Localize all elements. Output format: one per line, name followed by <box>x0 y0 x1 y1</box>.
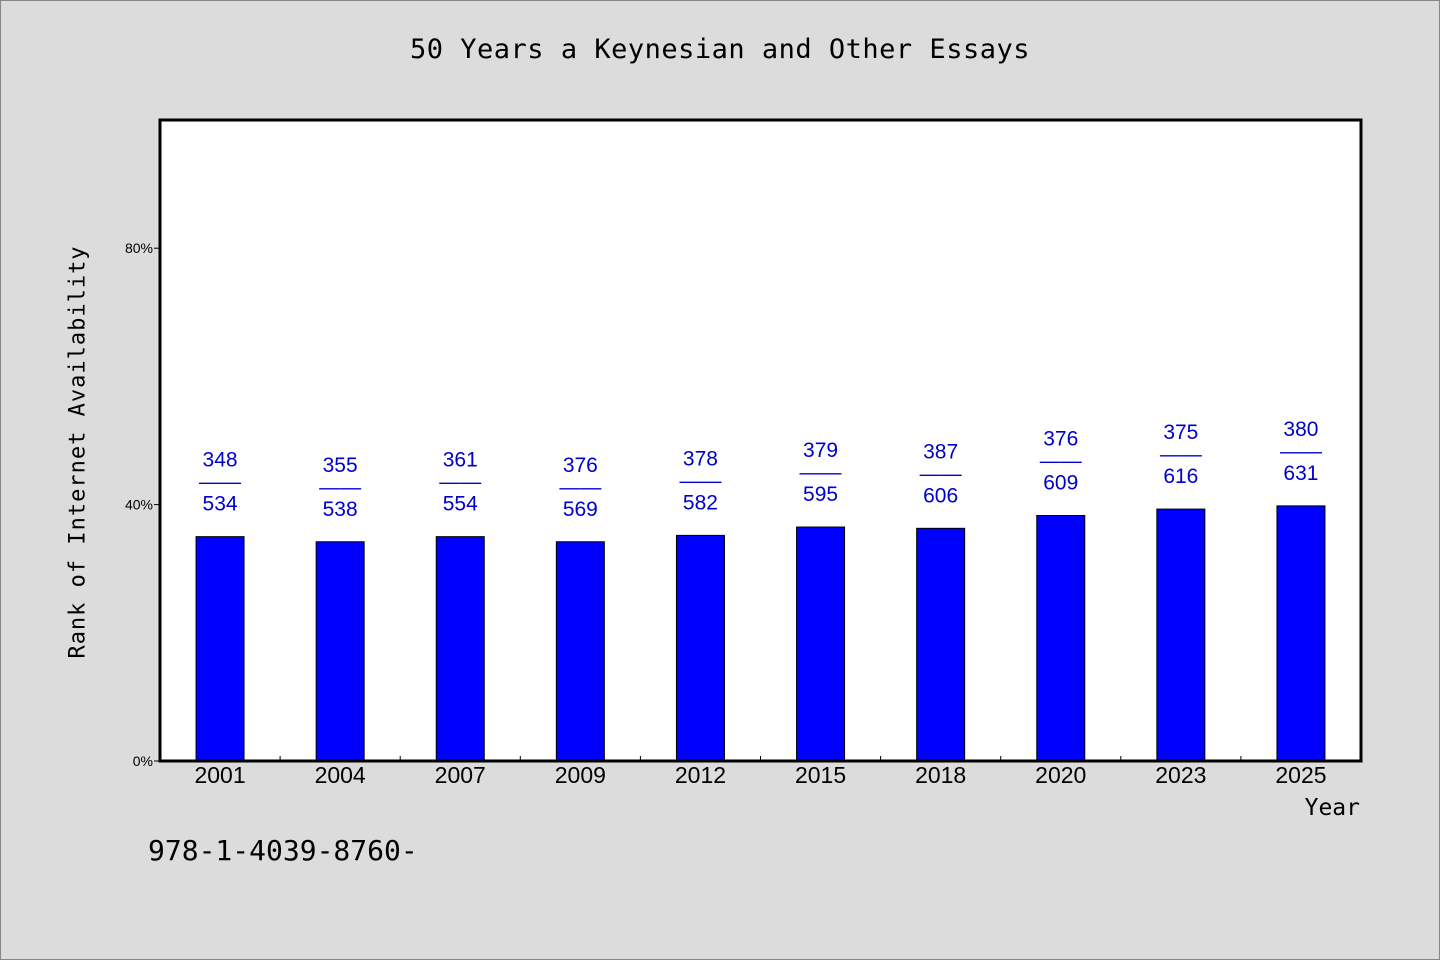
data-label-bottom: 616 <box>1163 465 1198 488</box>
data-label-bottom: 582 <box>683 491 718 514</box>
data-label-bottom: 595 <box>803 483 838 506</box>
data-label-bottom: 534 <box>203 493 238 516</box>
x-axis-label: Year <box>1304 795 1360 821</box>
bar <box>1276 505 1326 762</box>
bar <box>1156 508 1206 762</box>
plot-border <box>158 118 1363 763</box>
data-label-top: 376 <box>563 454 598 477</box>
bar <box>675 534 725 762</box>
data-label-separator: —— <box>920 462 962 485</box>
x-tick-label: 2009 <box>555 762 606 788</box>
data-label-top: 378 <box>683 447 718 470</box>
bar <box>916 527 966 762</box>
x-tick-label: 2018 <box>915 762 966 788</box>
bar <box>435 536 485 762</box>
data-label-top: 387 <box>923 440 958 463</box>
data-label-separator: —— <box>679 469 721 492</box>
data-label-bottom: 606 <box>923 484 958 507</box>
chart-title: 50 Years a Keynesian and Other Essays <box>410 34 1030 65</box>
data-label-top: 361 <box>443 449 478 472</box>
data-label-bottom: 569 <box>563 498 598 521</box>
x-tick-label: 2020 <box>1035 762 1086 788</box>
data-label-separator: —— <box>1280 440 1322 463</box>
x-tick-label: 2023 <box>1155 762 1206 788</box>
data-label-top: 375 <box>1163 421 1198 444</box>
data-label-top: 355 <box>323 454 358 477</box>
data-label-separator: —— <box>439 471 481 494</box>
y-tick-label: 80% <box>125 240 153 256</box>
bar <box>555 541 605 762</box>
footer-isbn: 978-1-4039-8760- <box>148 834 418 867</box>
x-tick-label: 2012 <box>675 762 726 788</box>
bar <box>195 536 245 762</box>
data-label-top: 380 <box>1283 418 1318 441</box>
x-tick-label: 2015 <box>795 762 846 788</box>
data-label-bottom: 538 <box>323 498 358 521</box>
data-label-separator: —— <box>319 476 361 499</box>
bar <box>1036 514 1086 762</box>
data-label-bottom: 631 <box>1283 462 1318 485</box>
data-label-separator: —— <box>199 471 241 494</box>
data-label-top: 379 <box>803 439 838 462</box>
data-label-top: 376 <box>1043 427 1078 450</box>
x-tick-label: 2004 <box>315 762 366 788</box>
y-tick-label: 0% <box>133 753 153 769</box>
data-label-top: 348 <box>203 449 238 472</box>
data-label-separator: —— <box>800 461 842 484</box>
data-label-separator: —— <box>1040 449 1082 472</box>
bar <box>796 526 846 762</box>
x-tick-label: 2007 <box>435 762 486 788</box>
x-tick-label: 2025 <box>1275 762 1326 788</box>
data-label-separator: —— <box>1160 443 1202 466</box>
bar <box>315 541 365 762</box>
x-tick-label: 2001 <box>194 762 245 788</box>
data-label-separator: —— <box>559 476 601 499</box>
data-label-bottom: 609 <box>1043 471 1078 494</box>
y-tick-label: 40% <box>125 497 153 513</box>
data-label-bottom: 554 <box>443 493 478 516</box>
